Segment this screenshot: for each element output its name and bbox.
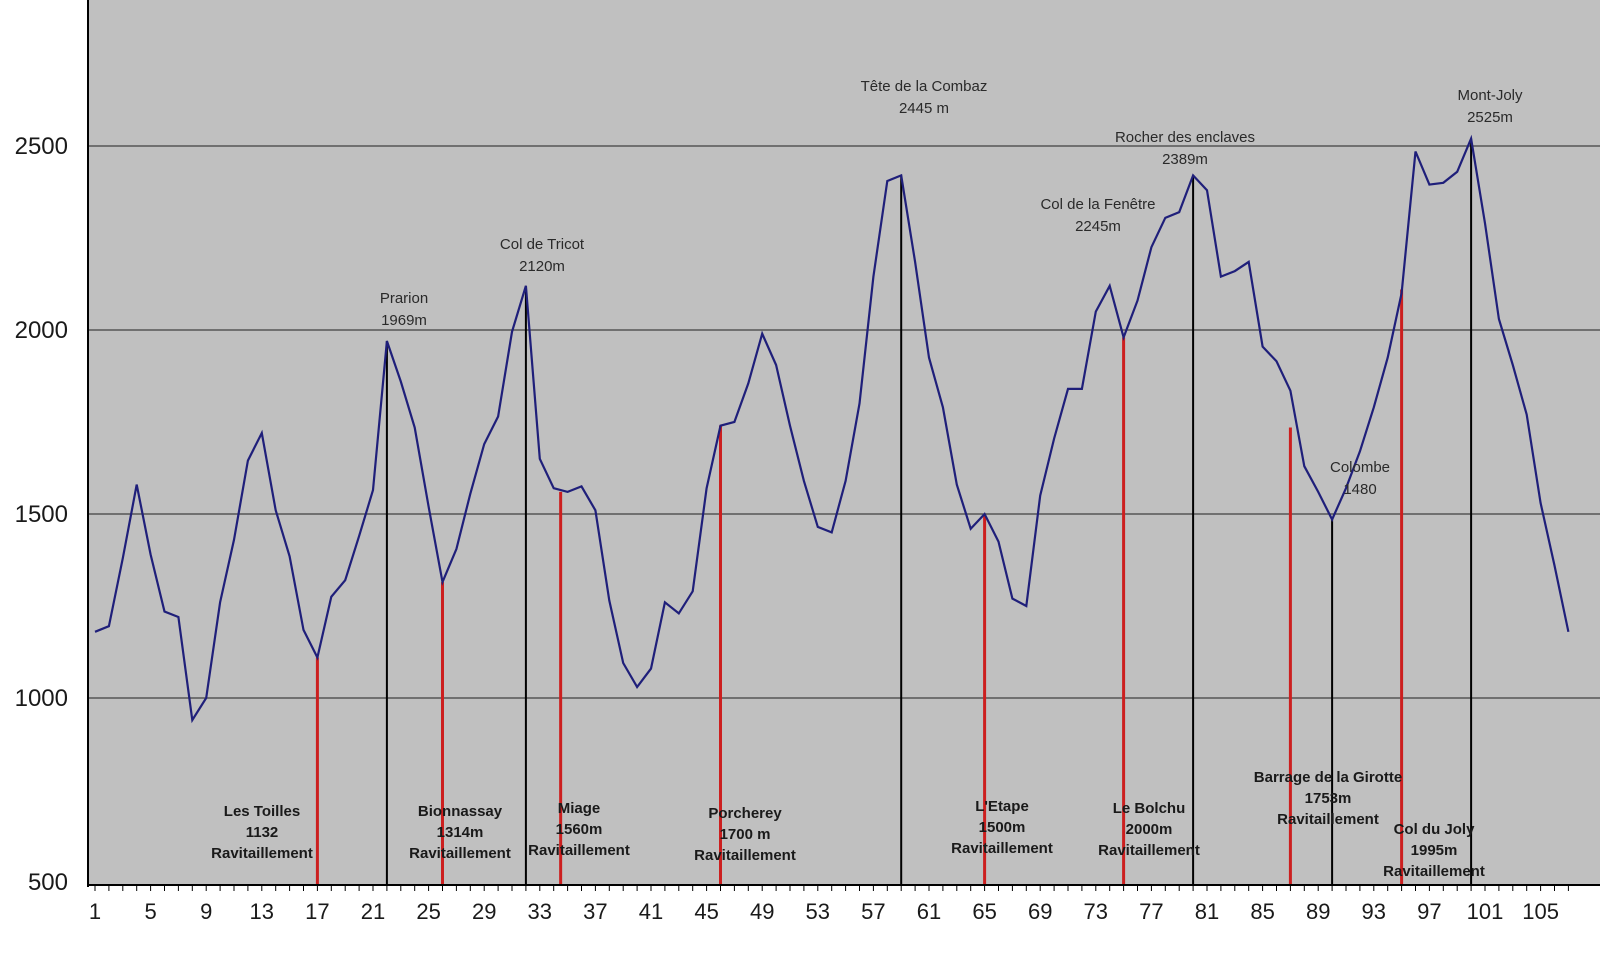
x-tick-label: 1 (89, 899, 101, 924)
y-tick-label: 2500 (15, 133, 68, 160)
peak-label-line: Mont-Joly (1457, 87, 1523, 104)
x-tick-label: 25 (416, 899, 440, 924)
x-tick-label: 89 (1306, 899, 1330, 924)
peak-label-line: 2120m (519, 258, 565, 275)
peak-label-line: 1969m (381, 312, 427, 329)
peak-label-line: 2245m (1075, 218, 1121, 235)
x-tick-label: 41 (639, 899, 663, 924)
grid-lines (88, 145, 1600, 699)
peak-label-line: 1480 (1343, 481, 1376, 498)
y-tick-label: 1000 (15, 685, 68, 712)
station-label-line: Le Bolchu (1113, 800, 1186, 817)
station-label-line: Ravitaillement (528, 842, 630, 859)
x-tick-label: 85 (1250, 899, 1274, 924)
x-tick-label: 49 (750, 899, 774, 924)
x-tick-label: 5 (144, 899, 156, 924)
station-label-line: Col du Joly (1394, 821, 1475, 838)
peak-label-line: Colombe (1330, 459, 1390, 476)
station-label-line: 1500m (979, 819, 1026, 836)
y-tick-label: 2000 (15, 317, 68, 344)
x-tick-label: 29 (472, 899, 496, 924)
peak-markers (385, 138, 1473, 885)
peak-label-line: 2445 m (899, 100, 949, 117)
station-labels: Les Toilles 1132 Ravitaillement Bionnassay 1… (211, 769, 1485, 880)
station-label-line: Ravitaillement (1383, 863, 1485, 880)
x-tick-label: 65 (972, 899, 996, 924)
peak-label-line: 2525m (1467, 109, 1513, 126)
station-label-line: L'Etape (975, 798, 1029, 815)
x-tick-label: 13 (250, 899, 274, 924)
station-label-line: 1314m (437, 824, 484, 841)
axes (87, 0, 1600, 891)
x-tick-label: 37 (583, 899, 607, 924)
station-label-line: Ravitaillement (1098, 842, 1200, 859)
x-tick-label: 105 (1522, 899, 1559, 924)
peak-label-line: Tête de la Combaz (861, 78, 988, 95)
y-tick-label: 500 (28, 869, 68, 896)
x-tick-label: 93 (1362, 899, 1386, 924)
x-tick-label: 101 (1467, 899, 1504, 924)
y-tick-labels: 500 1000 1500 2000 2500 (15, 133, 68, 896)
x-tick-label: 97 (1417, 899, 1441, 924)
peak-label-line: Col de la Fenêtre (1040, 196, 1155, 213)
station-label-line: Bionnassay (418, 803, 503, 820)
station-markers (315, 289, 1404, 885)
elevation-line (94, 134, 1570, 724)
peak-label-line: Rocher des enclaves (1115, 129, 1255, 146)
station-label-line: 1700 m (720, 826, 771, 843)
x-tick-label: 77 (1139, 899, 1163, 924)
x-tick-label: 17 (305, 899, 329, 924)
x-tick-label: 73 (1084, 899, 1108, 924)
station-label-line: 1560m (556, 821, 603, 838)
station-label-line: 1753m (1305, 790, 1352, 807)
station-label-line: 2000m (1126, 821, 1173, 838)
station-label-line: Les Toilles (224, 803, 300, 820)
peak-label-line: 2389m (1162, 151, 1208, 168)
x-tick-labels: 1 5 9 13 17 21 25 29 33 37 41 45 49 53 57 61 65 69 73 77 81 8… (89, 899, 1559, 924)
station-label-line: Ravitaillement (694, 847, 796, 864)
station-label-line: Porcherey (708, 805, 782, 822)
station-label-line: Ravitaillement (211, 845, 313, 862)
y-tick-label: 1500 (15, 501, 68, 528)
x-tick-label: 45 (694, 899, 718, 924)
station-label-line: Ravitaillement (951, 840, 1053, 857)
station-label-line: Ravitaillement (1277, 811, 1379, 828)
x-tick-label: 21 (361, 899, 385, 924)
station-label-line: Ravitaillement (409, 845, 511, 862)
x-tick-label: 57 (861, 899, 885, 924)
x-tick-label: 61 (917, 899, 941, 924)
plot-background (88, 0, 1600, 885)
x-tick-label: 81 (1195, 899, 1219, 924)
station-label-line: 1132 (246, 824, 279, 841)
peak-label-line: Prarion (380, 290, 428, 307)
peak-labels: Prarion 1969m Col de Tricot 2120m Tête de la… (380, 78, 1523, 498)
station-label-line: Barrage de la Girotte (1254, 769, 1402, 786)
station-label-line: 1995m (1411, 842, 1458, 859)
station-label-line: Miage (558, 800, 601, 817)
x-tick-label: 9 (200, 899, 212, 924)
peak-label-line: Col de Tricot (500, 236, 585, 253)
x-tick-label: 69 (1028, 899, 1052, 924)
x-tick-label: 53 (806, 899, 830, 924)
x-tick-label: 33 (528, 899, 552, 924)
